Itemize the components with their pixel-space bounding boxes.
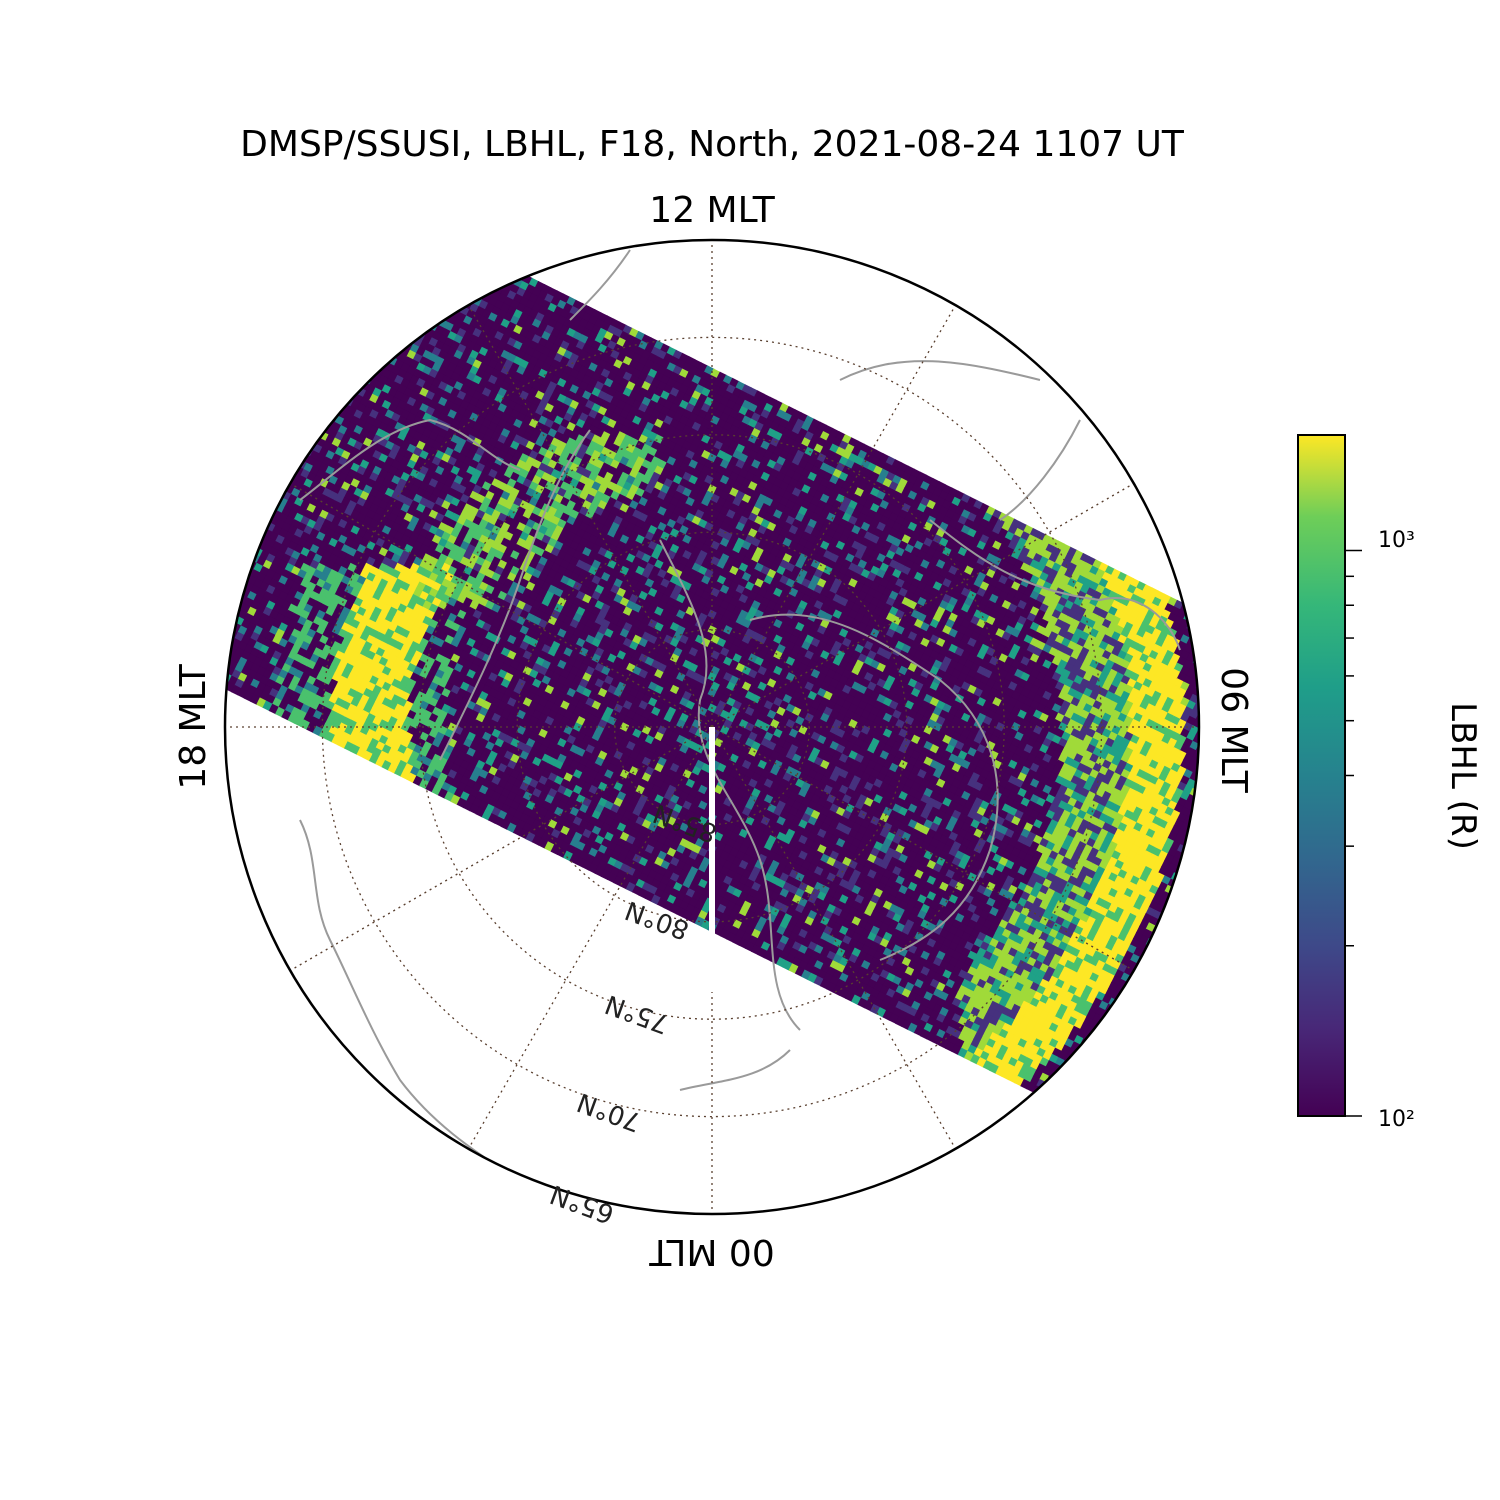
mlt-label-bottom: 00 MLT bbox=[648, 1231, 774, 1272]
colorbar-tick-low: 10² bbox=[1378, 1107, 1415, 1132]
mlt-label-top: 12 MLT bbox=[649, 190, 775, 231]
coastline-segment bbox=[659, 539, 801, 1031]
latitude-label: 70°N bbox=[573, 1086, 645, 1137]
mlt-label-right: 06 MLT bbox=[1213, 667, 1254, 793]
coastline-segment bbox=[439, 429, 591, 761]
latitude-label: 65°N bbox=[546, 1178, 618, 1229]
latitude-label: 75°N bbox=[601, 988, 673, 1039]
coastline-segment bbox=[929, 519, 1181, 651]
coastline-segment bbox=[569, 249, 631, 321]
colorbar-gradient bbox=[1297, 434, 1346, 1117]
colorbar-label: LBHL (R) bbox=[1443, 702, 1483, 850]
grid-lines bbox=[225, 240, 1199, 1214]
coastlines bbox=[299, 249, 1181, 1181]
coastline-segment bbox=[679, 1049, 791, 1091]
coastline-segment bbox=[999, 419, 1081, 521]
data-gap-line bbox=[709, 727, 715, 992]
lat-gridline bbox=[516, 531, 908, 923]
coastline-segment bbox=[749, 613, 999, 961]
lat-gridline bbox=[321, 336, 1103, 1118]
latitude-labels: 85°N80°N75°N70°N65°N bbox=[546, 797, 721, 1229]
swath-heatmap bbox=[225, 271, 1199, 1096]
coastline-segment bbox=[839, 360, 1041, 381]
chart-title: DMSP/SSUSI, LBHL, F18, North, 2021-08-24… bbox=[240, 124, 1185, 165]
colorbar: 10³ 10² LBHL (R) bbox=[1297, 434, 1483, 1132]
coastline-segment bbox=[299, 418, 521, 501]
map-boundary bbox=[223, 238, 1201, 1216]
lat-gridline bbox=[419, 434, 1005, 1020]
coastline-segment bbox=[299, 819, 521, 1181]
mlt-label-left: 18 MLT bbox=[173, 663, 214, 789]
colorbar-tick-high: 10³ bbox=[1378, 528, 1415, 553]
